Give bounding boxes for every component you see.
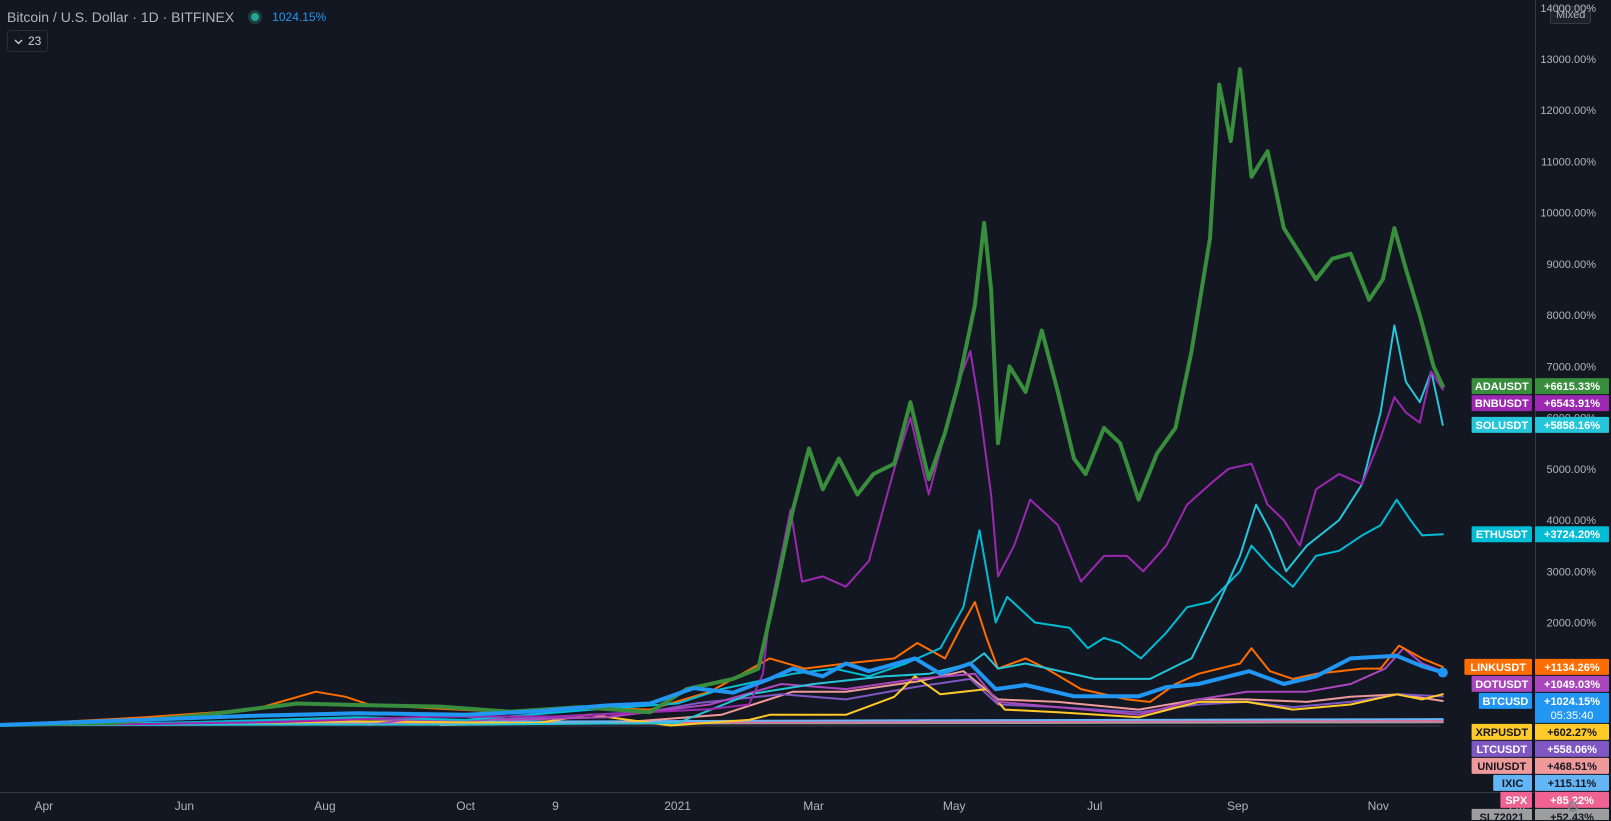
series-label-solusdt[interactable]: SOLUSDT +5858.16% (1471, 416, 1609, 433)
series-line-linkusdt[interactable] (0, 601, 1444, 726)
market-status-icon (248, 10, 263, 24)
series-label-sl72021[interactable]: SL72021 +52.43% (1471, 808, 1609, 820)
last-value-marker (1437, 667, 1448, 678)
series-name-tag: LTCUSDT (1477, 744, 1528, 756)
series-value-tag: +6615.33% (1544, 381, 1600, 393)
x-tick-label: Oct (456, 799, 475, 813)
bar-countdown: 05:35:40 (1551, 710, 1594, 722)
x-tick-label: May (943, 799, 966, 813)
indicator-count: 23 (28, 34, 42, 48)
percent-change: 1024.15% (272, 10, 327, 24)
series-value-tag: +6543.91% (1544, 398, 1600, 410)
x-tick-label: 9 (552, 799, 559, 813)
symbol-header[interactable]: Bitcoin / U.S. Dollar · 1D · BITFINEX 10… (7, 8, 326, 26)
x-tick-label: Mar (803, 799, 824, 813)
time-scale[interactable] (0, 792, 1535, 821)
series-label-adausdt[interactable]: ADAUSDT +6615.33% (1471, 378, 1609, 395)
series-value-tag: +558.06% (1547, 744, 1597, 756)
y-tick-label: 5000.00% (1546, 464, 1596, 476)
series-value-tag: +3724.20% (1544, 529, 1600, 541)
series-label-ixic[interactable]: IXIC +115.11% (1493, 774, 1609, 791)
series-label-dotusdt[interactable]: DOTUSDT +1049.03% (1471, 675, 1609, 692)
y-tick-label: 2000.00% (1546, 618, 1596, 630)
series-line-dotusdt[interactable] (367, 647, 1444, 726)
x-tick-label: Aug (314, 799, 335, 813)
y-tick-label: 14000.00% (1540, 3, 1596, 15)
series-label-ltcusdt[interactable]: LTCUSDT +558.06% (1471, 740, 1609, 757)
series-value-tag: +1024.15% (1544, 696, 1600, 708)
series-value-tag: +115.11% (1548, 778, 1597, 790)
settings-gear-icon[interactable]: ⚙ (1566, 799, 1580, 816)
x-tick-label: 2021 (664, 799, 691, 813)
series-label-btcusd[interactable]: BTCUSD +1024.15% 05:35:40 (1478, 692, 1609, 723)
series-line-solusdt[interactable] (65, 324, 1444, 726)
y-tick-label: 13000.00% (1540, 54, 1596, 66)
series-value-tag: +468.51% (1547, 761, 1597, 773)
x-tick-label: Jul (1087, 799, 1102, 813)
series-name-tag: DOTUSDT (1475, 679, 1528, 691)
x-tick-label: Jun (175, 799, 194, 813)
series-name-tag: LINKUSDT (1470, 662, 1526, 674)
series-name-tag: SPX (1505, 795, 1528, 807)
series-line-ethusdt[interactable] (0, 498, 1444, 726)
series-name-tag: ADAUSDT (1475, 381, 1529, 393)
y-tick-label: 3000.00% (1546, 566, 1596, 578)
series-name-tag: IXIC (1502, 778, 1523, 790)
series-value-tag: +52.43% (1550, 812, 1594, 820)
y-tick-label: 8000.00% (1546, 310, 1596, 322)
series-name-tag: SL72021 (1479, 812, 1524, 820)
y-tick-label: 12000.00% (1540, 105, 1596, 117)
series-value-tag: +1049.03% (1544, 679, 1600, 691)
chevron-down-icon (14, 34, 23, 48)
series-line-bnbusdt[interactable] (0, 350, 1444, 726)
y-tick-label: 7000.00% (1546, 361, 1596, 373)
series-name-tag: XRPUSDT (1476, 727, 1529, 739)
series-value-tag: +85.22% (1550, 795, 1594, 807)
series-label-bnbusdt[interactable]: BNBUSDT +6543.91% (1471, 395, 1609, 412)
x-tick-label: Sep (1227, 799, 1249, 813)
series-line-uniusdt[interactable] (439, 670, 1444, 726)
series-line-ltcusdt[interactable] (0, 677, 1444, 726)
y-tick-label: 11000.00% (1541, 156, 1596, 168)
series-name-tag: ETHUSDT (1476, 529, 1528, 541)
series-label-uniusdt[interactable]: UNIUSDT +468.51% (1471, 757, 1609, 774)
series-name-tag: BNBUSDT (1475, 398, 1529, 410)
series-label-linkusdt[interactable]: LINKUSDT +1134.26% (1464, 658, 1609, 675)
series-value-tag: +5858.16% (1544, 420, 1600, 432)
series-line-adausdt[interactable] (0, 67, 1445, 727)
series-line-btcusd[interactable] (0, 653, 1445, 727)
symbol-title[interactable]: Bitcoin / U.S. Dollar · 1D · BITFINEX (7, 9, 235, 25)
indicators-collapse-button[interactable]: 23 (7, 30, 49, 52)
y-tick-label: 10000.00% (1540, 208, 1596, 220)
series-value-tag: +1134.26% (1544, 662, 1600, 674)
series-label-ethusdt[interactable]: ETHUSDT +3724.20% (1471, 526, 1609, 543)
series-label-spx[interactable]: SPX +85.22% (1500, 791, 1609, 808)
series-name-tag: BTCUSD (1482, 696, 1528, 708)
series-label-xrpusdt[interactable]: XRPUSDT +602.27% (1471, 723, 1609, 740)
series-name-tag: SOLUSDT (1476, 420, 1529, 432)
series-value-tag: +602.27% (1547, 727, 1597, 739)
x-tick-label: Nov (1368, 799, 1389, 813)
series-name-tag: UNIUSDT (1477, 761, 1526, 773)
y-tick-label: 9000.00% (1546, 259, 1596, 271)
y-tick-label: 4000.00% (1546, 515, 1596, 527)
x-tick-label: Apr (34, 799, 53, 813)
scale-mode-button[interactable]: Mixed (1550, 6, 1592, 24)
